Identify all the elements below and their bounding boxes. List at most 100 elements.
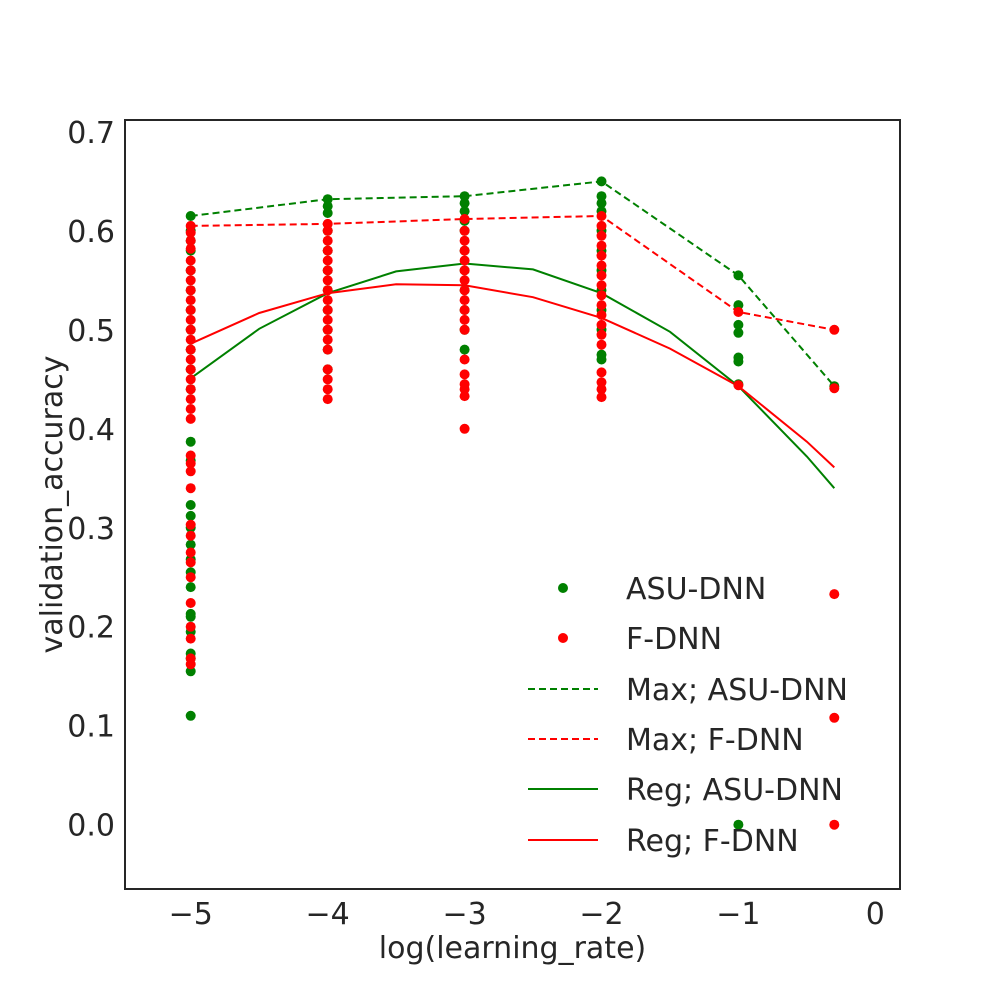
- point-f-dnn: [322, 324, 333, 335]
- point-f-dnn: [185, 220, 196, 231]
- legend-label: Reg; ASU-DNN: [626, 773, 843, 808]
- point-f-dnn: [185, 324, 196, 335]
- point-asu-dnn: [733, 270, 744, 281]
- point-f-dnn: [596, 280, 607, 291]
- point-f-dnn: [185, 547, 196, 558]
- point-f-dnn: [459, 324, 470, 335]
- point-f-dnn: [185, 598, 196, 608]
- y-tick-label: 0.3: [67, 512, 115, 547]
- x-tick-label: −3: [442, 897, 486, 932]
- point-f-dnn: [322, 364, 333, 375]
- point-asu-dnn: [596, 198, 607, 209]
- point-asu-dnn: [185, 500, 196, 510]
- point-asu-dnn: [596, 191, 607, 202]
- point-f-dnn: [596, 250, 607, 261]
- point-f-dnn: [185, 394, 196, 405]
- point-f-dnn: [185, 314, 196, 325]
- point-f-dnn: [185, 255, 196, 266]
- point-f-dnn: [322, 374, 333, 385]
- point-asu-dnn: [596, 176, 607, 187]
- point-asu-dnn: [733, 356, 744, 367]
- point-f-dnn: [459, 214, 470, 224]
- point-f-dnn: [596, 290, 607, 301]
- series-line-reg-asu-dnn: [190, 262, 836, 489]
- point-f-dnn: [596, 270, 607, 281]
- point-f-dnn: [185, 466, 196, 477]
- series-line-max-asu-dnn: [190, 180, 836, 387]
- point-f-dnn: [322, 225, 333, 236]
- y-tick-label: 0.5: [67, 314, 115, 349]
- point-f-dnn: [459, 295, 470, 306]
- point-f-dnn: [322, 255, 333, 266]
- legend-label: F-DNN: [626, 622, 722, 657]
- point-f-dnn: [596, 220, 607, 231]
- plot-frame: [124, 119, 901, 890]
- point-f-dnn: [185, 483, 196, 494]
- point-asu-dnn: [185, 611, 196, 622]
- point-f-dnn: [322, 218, 333, 229]
- point-f-dnn: [322, 275, 333, 286]
- legend-label: Max; ASU-DNN: [626, 673, 848, 708]
- y-tick-label: 0.4: [67, 413, 115, 448]
- point-asu-dnn: [459, 344, 470, 355]
- point-f-dnn: [596, 329, 607, 340]
- chart-marks: [185, 176, 840, 830]
- point-asu-dnn: [185, 539, 196, 550]
- y-axis: 0.0 0.1 0.2 0.3 0.4 0.5 0.6 0.7: [67, 116, 115, 844]
- x-tick-label: −5: [169, 897, 213, 932]
- point-f-dnn: [596, 230, 607, 241]
- point-f-dnn: [596, 392, 607, 403]
- point-f-dnn: [459, 314, 470, 325]
- point-f-dnn: [322, 265, 333, 276]
- point-f-dnn: [459, 235, 470, 246]
- x-tick-label: −4: [306, 897, 350, 932]
- point-f-dnn: [596, 319, 607, 330]
- y-tick-label: 0.7: [67, 116, 115, 151]
- point-f-dnn: [185, 374, 196, 385]
- point-f-dnn: [459, 255, 470, 266]
- point-f-dnn: [185, 285, 196, 296]
- point-asu-dnn: [459, 191, 470, 202]
- point-f-dnn: [596, 310, 607, 320]
- point-f-dnn: [459, 391, 470, 402]
- point-f-dnn: [185, 334, 196, 345]
- legend-marker-asu-dnn: [558, 583, 568, 593]
- legend-marker-f-dnn: [558, 633, 568, 643]
- point-f-dnn: [185, 458, 196, 469]
- point-f-dnn: [596, 367, 607, 378]
- x-tick-label: −1: [716, 897, 760, 932]
- point-f-dnn: [459, 265, 470, 276]
- point-f-dnn: [185, 354, 196, 365]
- point-f-dnn: [322, 384, 333, 395]
- point-f-dnn: [185, 530, 196, 541]
- point-f-dnn: [322, 394, 333, 405]
- point-asu-dnn: [322, 208, 333, 218]
- point-asu-dnn: [322, 194, 333, 205]
- point-f-dnn: [185, 519, 196, 530]
- point-asu-dnn: [733, 300, 744, 311]
- point-f-dnn: [185, 572, 196, 583]
- point-f-dnn: [596, 240, 607, 251]
- point-f-dnn: [459, 285, 470, 296]
- point-f-dnn: [596, 384, 607, 395]
- point-f-dnn: [185, 364, 196, 375]
- point-f-dnn: [322, 314, 333, 325]
- point-asu-dnn: [185, 666, 196, 677]
- y-tick-label: 0.6: [67, 215, 115, 250]
- legend-label: Max; F-DNN: [626, 723, 804, 758]
- point-f-dnn: [185, 621, 196, 632]
- point-f-dnn: [185, 235, 196, 246]
- point-f-dnn: [322, 344, 333, 355]
- point-f-dnn: [829, 324, 840, 335]
- point-f-dnn: [459, 245, 470, 256]
- point-f-dnn: [459, 369, 470, 380]
- point-f-dnn: [185, 404, 196, 414]
- point-f-dnn: [459, 384, 470, 395]
- point-f-dnn: [733, 380, 744, 391]
- point-asu-dnn: [459, 198, 470, 209]
- point-f-dnn: [459, 354, 470, 365]
- point-f-dnn: [459, 423, 470, 434]
- series-line-reg-f-dnn: [190, 283, 835, 469]
- point-f-dnn: [459, 225, 470, 236]
